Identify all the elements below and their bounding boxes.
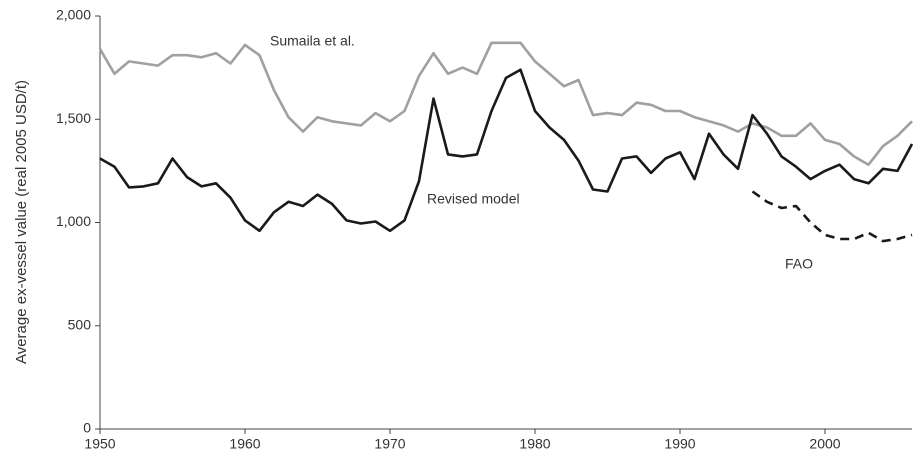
x-tick-label: 1990 [664, 436, 695, 452]
y-tick-label: 2,000 [56, 7, 91, 23]
series-label: Revised model [427, 191, 520, 207]
series-line [99, 68, 914, 233]
y-tick-label: 1,000 [56, 213, 91, 229]
y-tick-label: 1,500 [56, 110, 91, 126]
y-axis-label: Average ex-vessel value (real 2005 USD/t… [13, 80, 30, 364]
y-tick-label: 0 [83, 420, 91, 436]
x-tick-label: 1970 [374, 436, 405, 452]
series-line [751, 190, 913, 243]
x-tick-label: 1980 [519, 436, 550, 452]
x-tick-label: 1950 [84, 436, 115, 452]
x-tick-label: 1960 [229, 436, 260, 452]
x-tick-label: 2000 [809, 436, 840, 452]
y-tick-label: 500 [68, 316, 92, 332]
series-label: Sumaila et al. [270, 33, 355, 49]
series-line [98, 41, 913, 166]
series-label: FAO [785, 256, 813, 272]
